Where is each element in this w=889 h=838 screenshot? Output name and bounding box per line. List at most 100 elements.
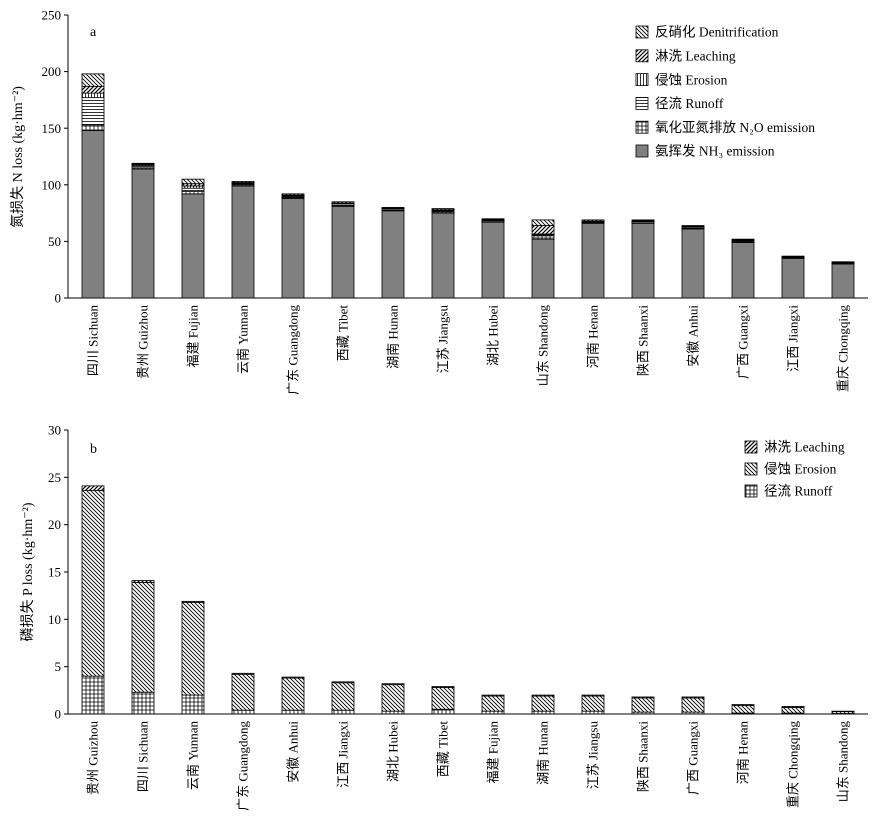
x-category-label: 安徽 Anhui [286,721,301,783]
x-category-label: 河南 Henan [586,305,601,369]
legend-swatch-denitrification [635,25,649,39]
legend-swatch-runoff [635,97,649,110]
bar-segment-guangdong-denitrification [281,193,305,196]
bar-segment-yunnan-leaching [181,600,205,603]
bar-segment-sichuan-runoff [81,97,105,126]
x-category-label: 江苏 Jiangsu [436,305,451,374]
bar-segment-sichuan-erosion [131,582,155,693]
x-category-label: 四川 Sichuan [86,305,101,377]
bar-segment-guangxi-denitrification [731,238,755,241]
bar-segment-jiangxi-runoff [331,709,355,715]
bar-segment-anhui-denitrification [681,225,705,227]
x-category-label: 贵州 Guizhou [136,305,151,380]
x-category-label: 云南 Yunnan [186,721,201,790]
legend-label: 氨挥发 NH₃ emission [655,144,775,159]
legend-label: 侵蚀 Erosion [655,71,728,87]
bar-segment-fujian-runoff [181,187,205,192]
x-category-label: 山东 Shandong [836,721,851,803]
y-tick-label: 200 [42,64,62,79]
bar-segment-tibet-leaching [431,686,455,688]
x-category-label: 江西 Jiangxi [786,305,801,372]
bar-segment-henan-erosion [731,705,755,714]
x-category-label: 西藏 Tibet [436,721,451,778]
bar-segment-sichuan-runoff [131,691,155,715]
x-category-label: 湖北 Hubei [486,305,501,366]
legend-swatch-runoff [744,484,758,498]
x-category-label: 湖北 Hubei [386,721,401,782]
x-category-label: 广西 Guangxi [686,721,701,795]
bar-segment-jiangsu-denitrification [431,208,455,211]
bar-segment-guangxi-nh-emission [731,242,755,299]
legend-swatch-erosion [744,462,758,476]
bar-segment-anhui-leaching [281,676,305,679]
legend-swatch-leaching [744,440,758,454]
bar-segment-hubei-runoff [381,710,405,715]
bar-segment-sichuan-nh-emission [81,130,105,299]
y-tick-label: 15 [48,565,61,580]
bar-segment-hubei-nh-emission [481,221,505,299]
bar-segment-sichuan-n-o-emission [81,124,105,131]
y-tick-label: 25 [48,470,61,485]
bar-segment-tibet-denitrification [331,201,355,204]
bar-segment-guangdong-leaching [231,672,255,675]
panel-label: a [90,25,97,40]
y-tick-label: 20 [48,517,61,532]
x-category-label: 湖南 Hunan [536,721,551,785]
bar-segment-sichuan-denitrification [81,73,105,87]
bar-segment-hubei-erosion [381,684,405,712]
bar-segment-jiangxi-leaching [331,681,355,684]
y-tick-label: 0 [55,707,62,722]
y-tick-label: 150 [42,121,62,136]
x-category-label: 西藏 Tibet [336,305,351,362]
bar-segment-henan-denitrification [581,219,605,222]
x-category-label: 福建 Fujian [186,305,201,368]
bar-segment-guizhou-runoff [81,675,105,715]
y-axis-title: 磷损失 P loss (kg·hm⁻²) [20,502,36,641]
y-tick-label: 100 [42,177,62,192]
bar-segment-henan-leaching [731,704,755,706]
x-category-label: 广东 Guangdong [286,305,301,395]
legend-label: 径流 Runoff [655,96,724,111]
bar-segment-hubei-denitrification [481,218,505,220]
x-category-label: 云南 Yunnan [236,305,251,374]
y-tick-label: 0 [55,291,62,306]
bar-segment-tibet-runoff [431,708,455,715]
x-category-label: 江苏 Jiangsu [586,721,601,790]
bar-segment-jiangsu-nh-emission [431,212,455,299]
x-category-label: 重庆 Chongqing [786,721,801,809]
bar-segment-chongqing-nh-emission [831,263,855,299]
bar-segment-guangdong-erosion [231,673,255,711]
bar-segment-guangxi-erosion [681,697,705,713]
bar-segment-fujian-nh-emission [181,193,205,299]
bar-segment-shandong-denitrification [531,219,555,226]
x-category-label: 陕西 Shaanxi [636,305,651,377]
bar-segment-guangxi-leaching [681,696,705,699]
bar-segment-guizhou-nh-emission [131,168,155,299]
bar-segment-hunan-leaching [531,694,555,697]
bar-segment-jiangsu-leaching [581,694,605,697]
bar-segment-chongqing-erosion [781,706,805,714]
legend-swatch-leaching [635,49,649,63]
bar-segment-hunan-denitrification [381,207,405,209]
bar-segment-guizhou-leaching [81,485,105,491]
x-category-label: 福建 Fujian [486,721,501,784]
bar-segment-yunnan-nh-emission [231,185,255,299]
bar-segment-shandong-leaching [531,225,555,235]
y-axis-title: 氮损失 N loss (kg·hm⁻²) [10,86,26,228]
bar-segment-anhui-runoff [281,709,305,715]
bar-segment-hunan-nh-emission [381,210,405,299]
bar-segment-shandong-n-o-emission [531,235,555,240]
y-tick-label: 30 [48,423,61,438]
bar-segment-yunnan-erosion [181,601,205,696]
bar-segment-shaanxi-denitrification [631,219,655,221]
legend-label: 淋洗 Leaching [764,440,845,455]
bar-segment-shaanxi-erosion [631,697,655,713]
bar-segment-tibet-nh-emission [331,205,355,299]
y-tick-label: 50 [48,234,61,249]
x-category-label: 山东 Shandong [536,305,551,387]
bar-segment-shandong-nh-emission [531,238,555,299]
x-category-label: 广东 Guangdong [236,721,251,811]
bar-segment-jiangsu-runoff [581,710,605,715]
bar-segment-fujian-leaching [481,694,505,697]
